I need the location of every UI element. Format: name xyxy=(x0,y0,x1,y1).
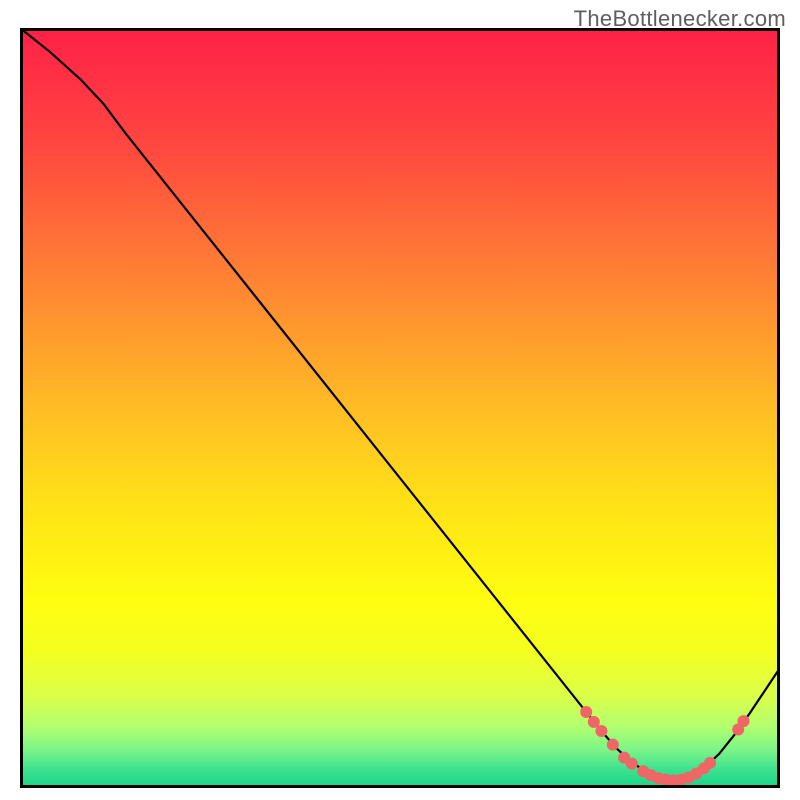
curve-marker xyxy=(595,725,607,737)
curve-marker xyxy=(626,758,638,770)
curve-marker xyxy=(580,706,592,718)
chart-svg xyxy=(20,28,780,788)
curve-marker xyxy=(704,757,716,769)
watermark-text: TheBottlenecker.com xyxy=(574,6,786,32)
curve-marker xyxy=(607,739,619,751)
curve-marker xyxy=(738,715,750,727)
chart-plot-area xyxy=(20,28,780,788)
curve-line xyxy=(20,28,780,780)
